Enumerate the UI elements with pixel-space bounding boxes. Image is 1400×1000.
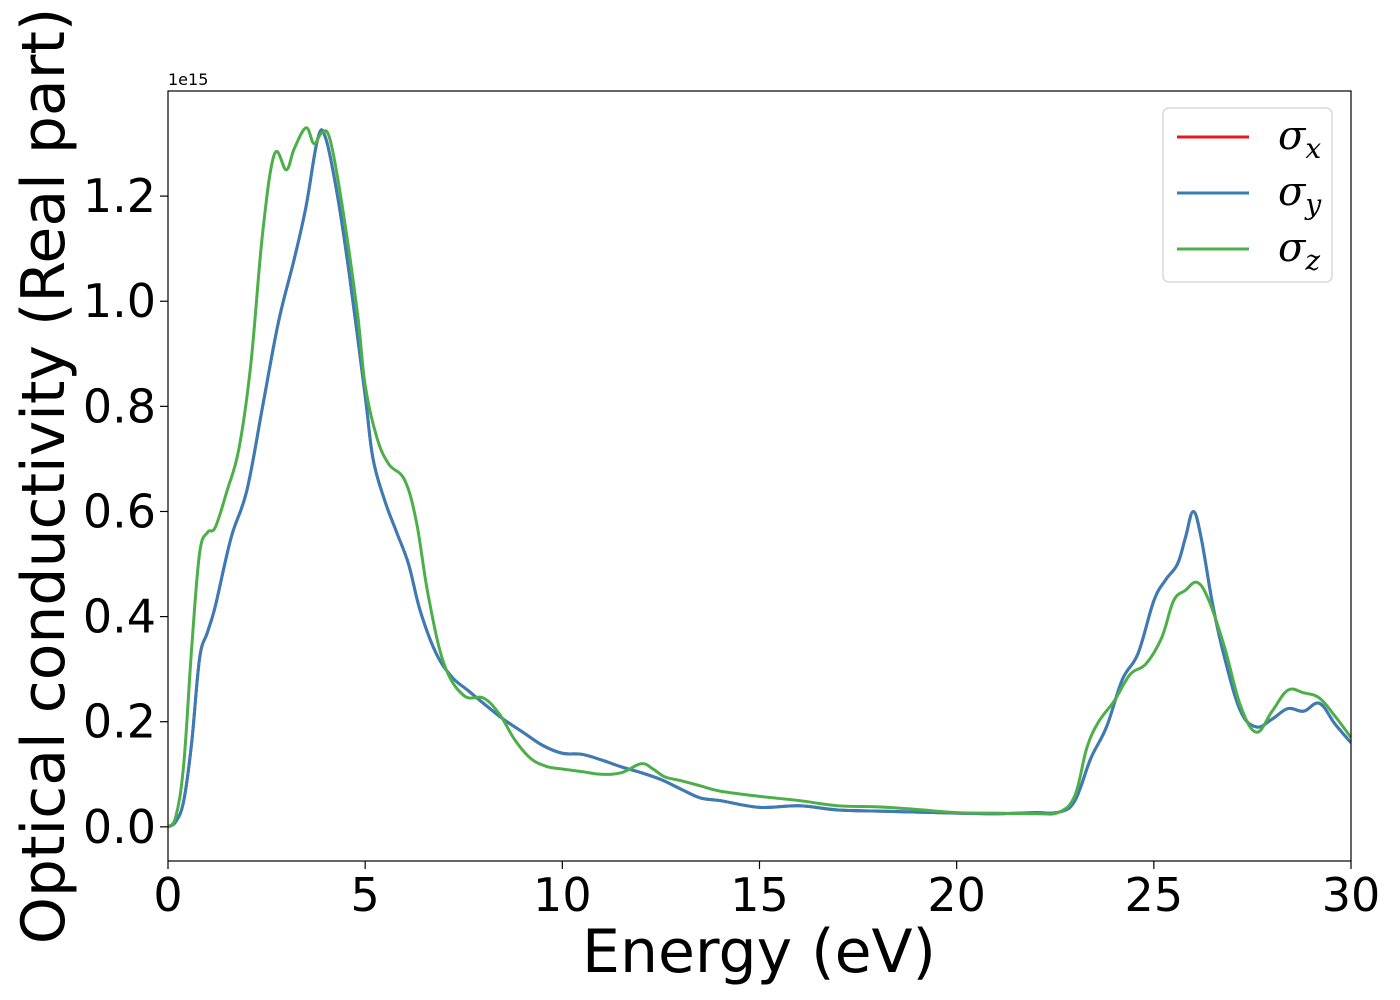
x-tick-label: 10 — [533, 868, 592, 922]
y-tick-label: 0.0 — [83, 800, 156, 854]
y-axis-label: Optical conductivity (Real part) — [9, 8, 79, 945]
legend-label-y: σy — [1278, 169, 1322, 221]
x-axis-label: Energy (eV) — [582, 917, 936, 987]
y-offset-label: 1e15 — [168, 70, 208, 89]
y-tick-label: 1.0 — [83, 274, 156, 328]
x-tick-label: 5 — [351, 868, 380, 922]
x-tick-label: 0 — [153, 868, 182, 922]
x-tick-label: 25 — [1125, 868, 1184, 922]
x-axis-ticks: 0 5 10 15 20 25 30 — [153, 861, 1380, 922]
y-tick-label: 0.6 — [83, 484, 156, 538]
legend-label-z: σz — [1278, 225, 1320, 277]
y-tick-label: 1.2 — [83, 169, 156, 223]
series-line-z — [168, 126, 1351, 828]
series-group — [168, 126, 1351, 829]
legend-box — [1162, 107, 1333, 283]
x-tick-label: 30 — [1322, 868, 1381, 922]
plot-area — [167, 90, 1352, 862]
y-tick-label: 0.2 — [83, 695, 156, 749]
x-tick-label: 15 — [730, 868, 789, 922]
y-axis-ticks: 0.0 0.2 0.4 0.6 0.8 1.0 1.2 — [83, 169, 168, 854]
x-tick-label: 20 — [927, 868, 986, 922]
legend-label-x: σx — [1278, 113, 1321, 165]
y-tick-label: 0.8 — [83, 379, 156, 433]
y-tick-label: 0.4 — [83, 590, 156, 644]
